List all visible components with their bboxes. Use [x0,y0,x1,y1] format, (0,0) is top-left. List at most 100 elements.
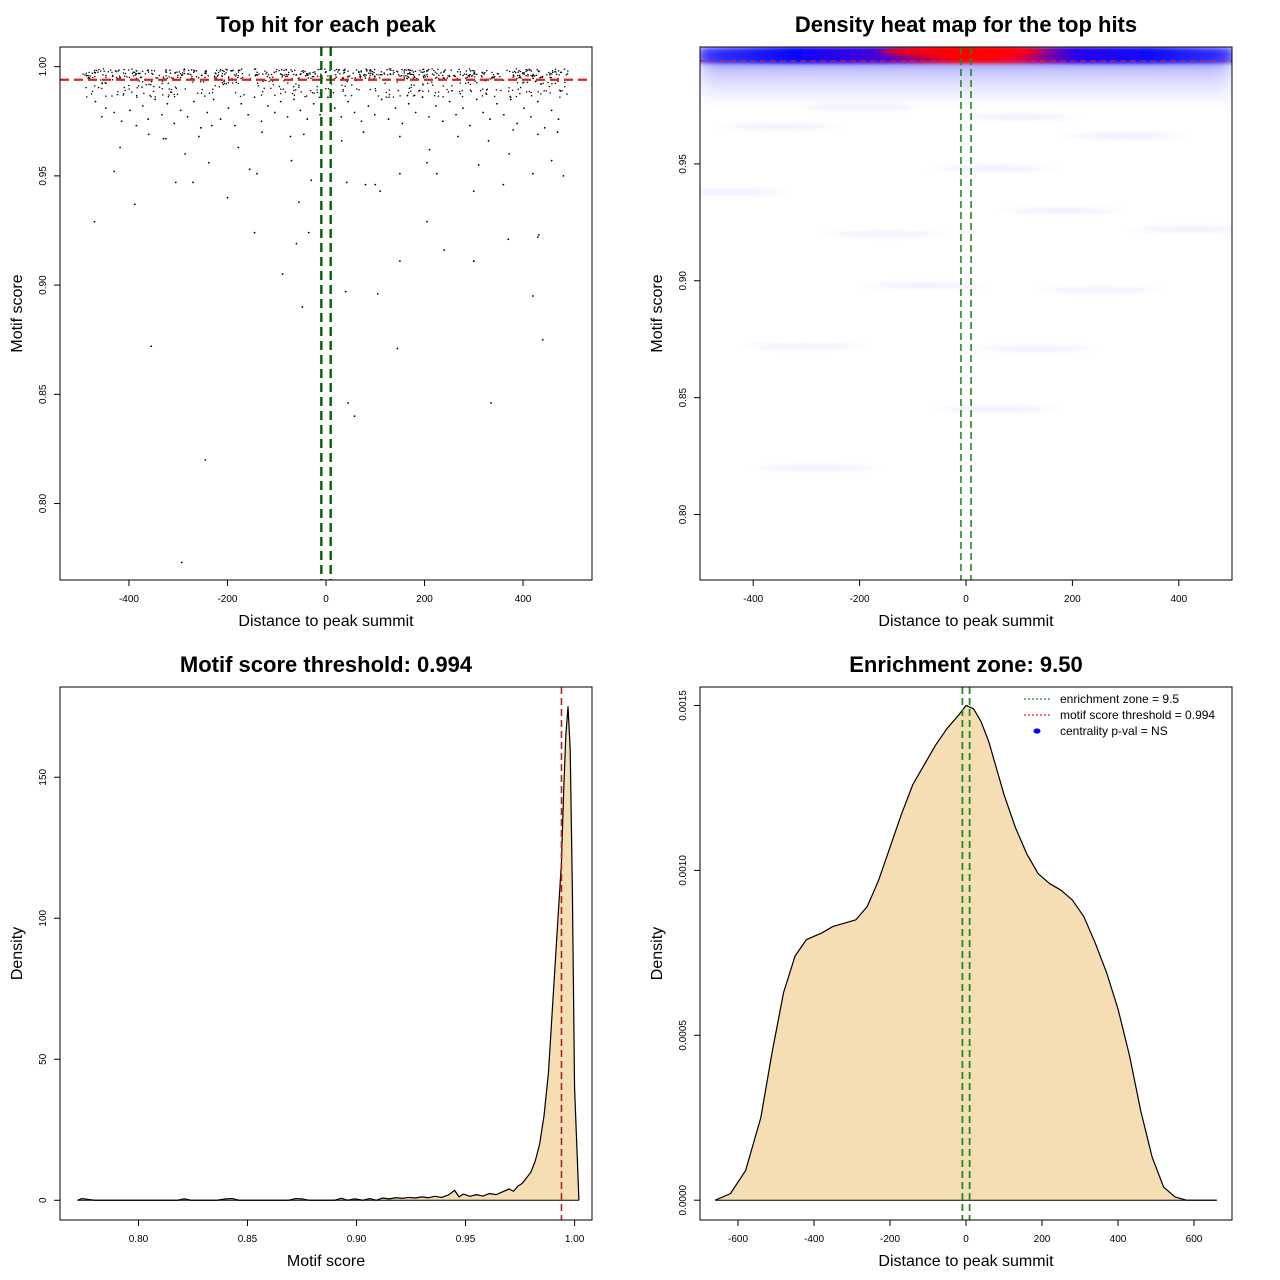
data-point [307,73,309,75]
data-point [307,77,310,79]
data-point [161,82,163,85]
data-point [120,120,123,123]
data-point [502,79,505,81]
data-point [256,172,258,175]
data-point [237,69,240,72]
data-point [241,72,244,75]
top-band-points [82,68,569,98]
data-point [207,75,209,77]
data-point [469,70,472,72]
density-streak [942,406,1053,413]
data-point [409,69,412,71]
data-point [364,183,367,186]
data-point [480,74,483,77]
data-point [406,94,409,96]
data-point [567,70,569,72]
data-point [543,90,545,92]
data-point [226,196,229,199]
data-point [360,75,362,78]
x-axis-label: Distance to peak summit [878,1253,1054,1270]
data-point [309,72,311,74]
data-point [223,70,225,73]
data-point [523,71,525,74]
data-point [223,82,226,85]
data-point [414,76,416,79]
data-point [293,85,295,88]
data-point [519,70,522,73]
data-point [281,76,284,78]
legend-item-label: centrality p-val = NS [1060,724,1168,738]
data-point [221,69,224,72]
data-point [554,70,556,73]
data-point [180,74,183,76]
data-point [116,93,119,96]
data-point [112,75,114,78]
data-point [386,74,389,76]
data-point [473,69,475,72]
data-point [400,74,403,77]
data-point [177,74,179,76]
data-point [347,70,349,72]
data-point [283,69,285,71]
data-point [141,105,144,107]
data-point [515,68,518,70]
data-point [528,90,531,93]
data-point [113,111,116,114]
data-point [129,109,131,112]
data-point [139,76,142,78]
data-point [343,71,346,74]
data-point [260,120,263,123]
data-point [426,70,428,73]
data-point [557,70,560,72]
data-point [424,74,426,76]
data-point [435,172,438,175]
y-tick-label: 0.80 [678,504,689,524]
data-point [531,74,534,76]
data-point [258,73,260,75]
data-point [433,94,436,97]
x-tick-label: 1.00 [565,1234,585,1245]
data-point [470,90,473,93]
data-point [165,69,167,71]
y-tick-label: 1.00 [38,56,49,76]
data-point [459,82,461,84]
data-point [403,75,405,77]
y-axis-label: Density [649,927,666,980]
density-curve [77,706,580,1201]
data-point [358,71,360,74]
data-point [442,85,444,87]
data-point [147,133,150,136]
data-point [284,74,286,76]
data-point [419,89,421,92]
data-point [87,77,89,79]
data-point [437,91,440,93]
data-point [82,73,84,75]
data-point [101,87,103,90]
data-point [162,76,165,78]
data-point [459,73,462,76]
data-point [264,70,266,72]
y-axis-label: Density [9,927,26,980]
data-point [166,102,169,105]
distance-density-panel: Enrichment zone: 9.50 Distance to peak su… [649,652,1233,1270]
data-point [227,82,230,84]
data-point [314,73,317,75]
data-point [94,100,97,103]
data-point [369,72,372,74]
x-tick-label: 0.80 [129,1234,149,1245]
data-point [111,71,113,74]
data-point [523,73,525,75]
data-point [173,95,176,98]
data-point [525,68,528,71]
data-point [311,91,314,94]
data-point [412,77,415,79]
data-point [292,73,295,76]
data-point [566,93,568,95]
data-point [119,76,121,79]
x-tick-label: 400 [1170,594,1187,605]
data-point [379,190,382,193]
data-point [359,73,361,76]
data-point [241,76,244,79]
x-axis-label: Motif score [287,1253,365,1270]
data-point [530,91,532,94]
